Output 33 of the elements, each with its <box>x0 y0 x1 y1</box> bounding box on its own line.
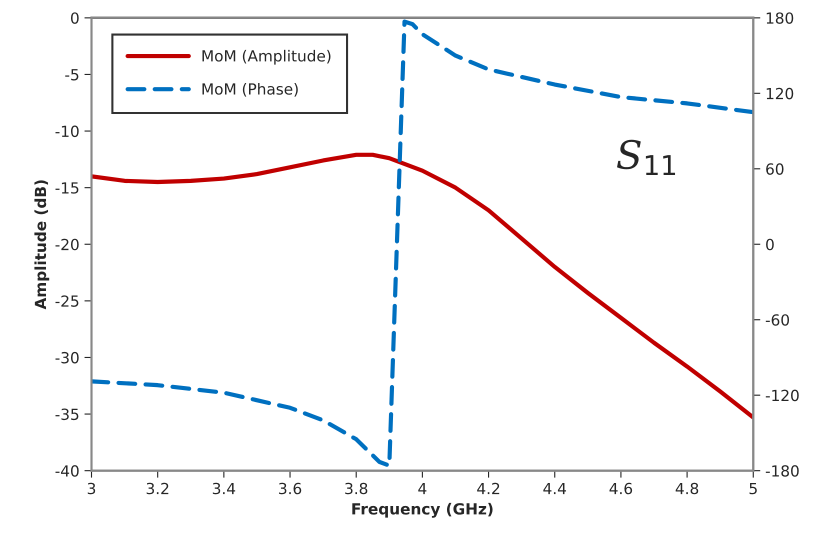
y-tick-label: -10 <box>55 126 79 138</box>
y-tick-label: -20 <box>55 238 79 250</box>
x-tick-label: 4.4 <box>543 482 566 494</box>
x-tick-label: 3.4 <box>212 482 236 494</box>
y-axis-title: Amplitude (dB) <box>34 180 50 310</box>
y-tick-label: -30 <box>55 352 79 364</box>
y2-tick-label: 60 <box>766 163 784 175</box>
x-tick-label: 4 <box>418 482 426 494</box>
legend-label: MoM (Amplitude) <box>202 50 330 65</box>
x-axis-title: Frequency (GHz) <box>352 502 493 518</box>
x-tick-label: 4.6 <box>610 482 632 494</box>
y-tick-label: -40 <box>55 465 79 477</box>
x-tick-label: 3 <box>88 482 96 494</box>
y-tick-label: -15 <box>55 182 78 194</box>
x-tick-label: 3.8 <box>345 482 368 494</box>
x-tick-label: 4.2 <box>477 482 500 494</box>
y2-tick-label: 0 <box>766 238 774 250</box>
y2-tick-label: 180 <box>766 12 794 24</box>
x-tick-label: 3.2 <box>146 482 168 494</box>
y2-tick-label: -180 <box>766 465 799 477</box>
y-tick-label: 0 <box>70 12 79 24</box>
y2-tick-label: 120 <box>766 88 794 100</box>
y-tick-label: -25 <box>55 295 78 307</box>
line-series <box>92 20 754 468</box>
x-tick-label: 4.8 <box>676 482 698 494</box>
legend-label: MoM (Phase) <box>202 82 298 97</box>
y-tick-label: -5 <box>65 69 78 80</box>
x-tick-label: 3.6 <box>279 482 302 494</box>
y2-tick-label: -60 <box>766 314 790 326</box>
annotation: S$_{11}$ <box>617 140 676 176</box>
y2-tick-label: -120 <box>766 390 799 402</box>
y-tick-label: -35 <box>55 408 78 420</box>
x-tick-label: 5 <box>750 482 757 494</box>
